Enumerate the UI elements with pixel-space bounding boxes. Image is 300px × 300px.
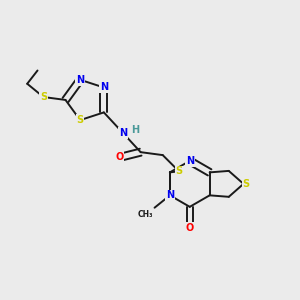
Text: N: N [186,156,194,166]
Text: S: S [76,115,84,125]
Text: S: S [40,92,47,102]
Text: O: O [186,223,194,233]
Text: H: H [131,125,140,135]
Text: CH₃: CH₃ [138,210,153,219]
Text: N: N [166,190,174,200]
Text: N: N [76,75,84,85]
Text: S: S [176,166,182,176]
Text: N: N [119,128,127,138]
Text: S: S [242,179,249,189]
Text: O: O [115,152,124,162]
Text: N: N [100,82,108,92]
